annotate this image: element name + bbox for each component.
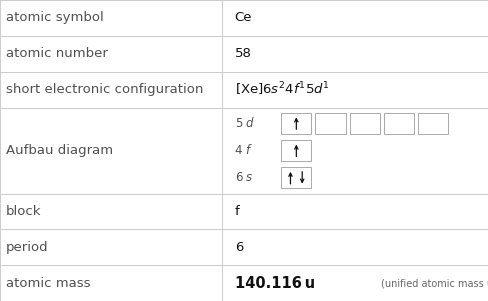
Bar — [281, 113, 311, 134]
Bar — [417, 113, 447, 134]
Bar — [281, 140, 311, 161]
Text: (unified atomic mass units): (unified atomic mass units) — [381, 278, 488, 288]
Text: block: block — [6, 205, 41, 218]
Bar — [349, 113, 379, 134]
Text: 5: 5 — [234, 117, 242, 130]
Bar — [315, 113, 345, 134]
Bar — [383, 113, 413, 134]
Text: period: period — [6, 241, 48, 254]
Text: atomic number: atomic number — [6, 47, 107, 60]
Text: d: d — [245, 117, 252, 130]
Text: s: s — [245, 171, 251, 184]
Text: Aufbau diagram: Aufbau diagram — [6, 144, 113, 157]
Text: 4: 4 — [234, 144, 242, 157]
Text: 140.116 u: 140.116 u — [234, 276, 314, 290]
Text: f: f — [245, 144, 249, 157]
Bar — [281, 167, 311, 188]
Text: 6: 6 — [234, 241, 243, 254]
Text: $\mathregular{[Xe]6}s^{\mathregular{2}}\mathregular{4}f^{\mathregular{1}}\mathre: $\mathregular{[Xe]6}s^{\mathregular{2}}\… — [234, 81, 329, 98]
Text: Ce: Ce — [234, 11, 252, 24]
Text: atomic mass: atomic mass — [6, 277, 90, 290]
Text: 58: 58 — [234, 47, 251, 60]
Text: 6: 6 — [234, 171, 242, 184]
Text: f: f — [234, 205, 239, 218]
Text: atomic symbol: atomic symbol — [6, 11, 103, 24]
Text: short electronic configuration: short electronic configuration — [6, 83, 203, 96]
